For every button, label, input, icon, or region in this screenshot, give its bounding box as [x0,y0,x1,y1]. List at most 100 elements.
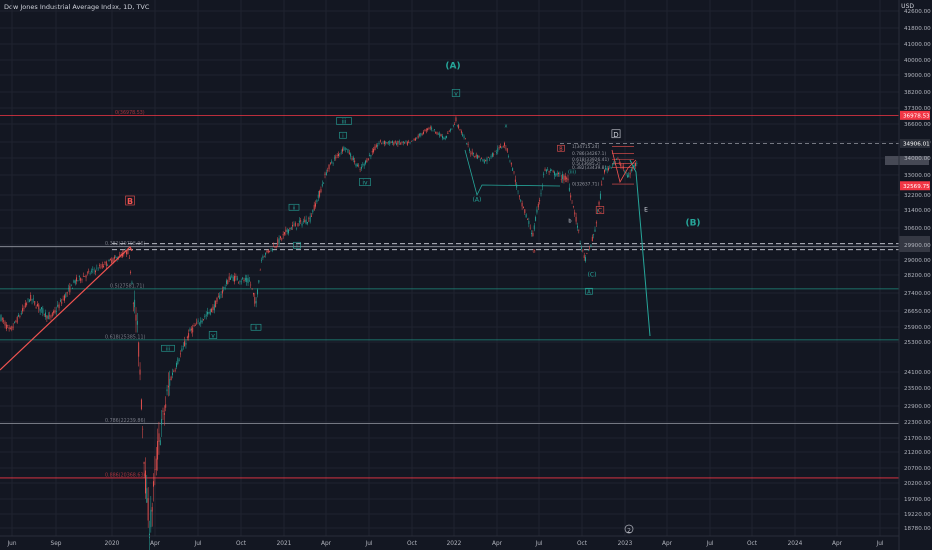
candle-body [351,158,353,160]
candle-body [153,481,154,487]
candle-body [379,140,381,142]
candle-body [329,162,331,164]
wave-label: A [587,289,591,295]
candle-body [578,229,580,231]
candle-body [500,145,501,148]
candle-body [616,159,618,160]
candle-body [581,247,582,249]
fib-level-label: 0.5(27581.71) [110,283,144,289]
candle-body [502,146,504,148]
minor-fib-label: 0.5(33685.2) [572,161,601,167]
horizontal-levels: 0(36978.53) 0.382(29798.96) 0.5(27581.71) 0… [0,110,930,478]
candle-body [269,250,271,252]
fib-level-label: 0.886(20368.63) [105,472,145,478]
price-tick-label: 25300.00 [904,340,931,346]
price-tick-label: 26650.00 [904,309,931,315]
candle-body [147,498,149,521]
candle-body [265,252,267,255]
candle-body [307,222,308,224]
candle-body [518,195,520,197]
wave-a-projection [464,149,561,197]
candle-body [22,308,24,312]
candle-body [128,257,130,259]
candle-body [487,157,489,158]
candle-body [271,250,273,251]
candle-body [469,149,470,151]
candle-body [528,221,530,224]
candle-body [146,488,148,503]
time-tick-label: 2024 [788,541,803,547]
candle-body [402,141,404,143]
candle-body [454,124,456,125]
candle-body [591,236,593,242]
candle-body [254,297,256,304]
candle-body [478,155,480,158]
candle-body [440,134,442,137]
candle-body [558,172,559,174]
candle-body [494,150,496,152]
wave-label: E [644,207,648,214]
candle-body [62,298,64,300]
candle-body [571,202,573,204]
candle-body [427,128,429,131]
candle-body [169,378,171,386]
price-tag [900,139,930,149]
candle-body [86,272,88,274]
candle-body [174,369,176,371]
candle-body [473,153,474,154]
candle-body [43,314,45,315]
candle-body [579,240,581,242]
candle-body [332,162,334,164]
candle-body [586,253,588,254]
candle-body [366,160,368,163]
candle-body [267,250,269,253]
candle-body [213,304,215,311]
candle-body [456,125,458,126]
candle-body [165,404,167,408]
candle-body [509,160,511,162]
candle-body [475,154,477,157]
candle-body [566,177,568,180]
candle-body [18,314,19,317]
candle-body [365,160,366,164]
candle-body [11,326,13,330]
candle-body [26,303,28,305]
candle-body [143,461,145,464]
candle-body [27,298,29,300]
candle-body [16,317,18,323]
time-tick-label: Jul [535,541,543,547]
candle-body [378,143,380,144]
candle-body [552,171,554,172]
candle-body [498,147,500,148]
wave-label-box [288,203,300,211]
candle-body [72,287,73,289]
candle-body [340,151,342,153]
candle-body [568,187,570,191]
candle-body [626,175,628,178]
minor-fib-label: 0(32637.71) [572,182,599,188]
candle-body [477,155,478,159]
candle-body [382,142,384,144]
candle-body [342,148,343,152]
wave-label: (C) [588,272,597,279]
price-tick-label: 42600.00 [904,9,931,15]
candle-body [400,143,402,145]
wave-label-box [595,206,605,214]
price-tick-label: 21700.00 [904,436,931,442]
candle-body [405,141,407,142]
candle-body [608,167,609,171]
time-tick-label: 2023 [618,541,633,547]
candle-body [189,328,191,332]
candle-body [82,276,84,277]
candle-body [112,258,114,262]
candle-body [433,129,435,130]
candle-body [215,300,217,308]
wave-label-box [125,195,135,206]
candle-body [448,131,450,132]
candle-body [95,270,96,273]
candle-body [64,295,65,301]
candle-body [58,304,60,309]
candle-body [428,128,430,129]
wave-label: (A) [473,197,482,204]
